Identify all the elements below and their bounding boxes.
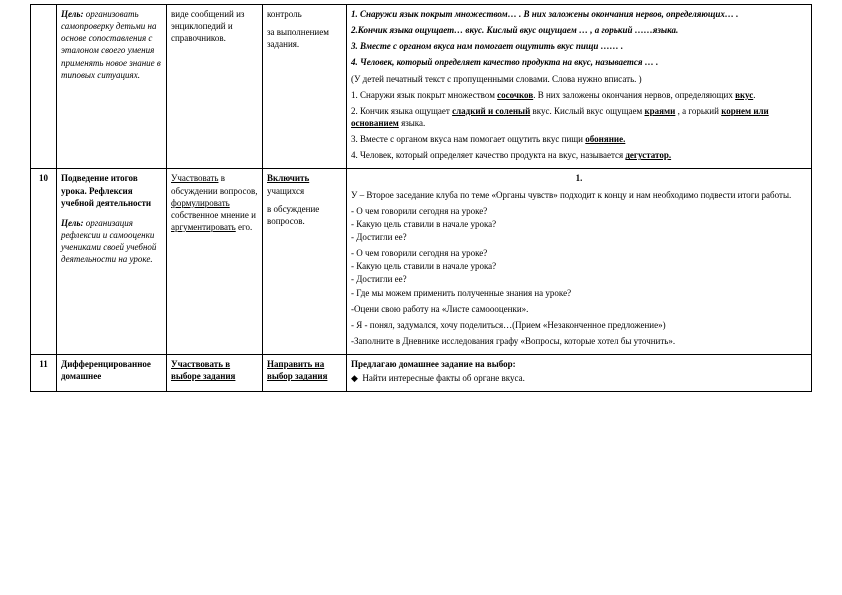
content-cell: Предлагаю домашнее задание на выбор: ◆ Н… — [347, 355, 812, 392]
text: - Какую цель ставили в начале урока? — [351, 260, 807, 272]
text: У – Второе заседание клуба по теме «Орга… — [351, 189, 807, 201]
stage-title: Дифференцированное домашнее — [61, 358, 162, 382]
text: 4. Человек, который определяет качество … — [351, 56, 807, 68]
goal-label: Цель: — [61, 218, 84, 228]
text: за выполнением задания. — [267, 27, 329, 49]
row-number: 10 — [31, 169, 57, 355]
teacher-activity-cell: Направить на выбор задания — [263, 355, 347, 392]
teacher-activity-cell: контроль за выполнением задания. — [263, 5, 347, 169]
text: Участвовать в обсуждении вопросов, форму… — [171, 172, 258, 233]
text: 4. Человек, который определяет качество … — [351, 149, 807, 161]
stage-cell: Подведение итогов урока. Рефлексия учебн… — [57, 169, 167, 355]
student-activity-cell: Участвовать в выборе задания — [167, 355, 263, 392]
text: - Какую цель ставили в начале урока? — [351, 218, 807, 230]
student-activity-cell: Участвовать в обсуждении вопросов, форму… — [167, 169, 263, 355]
text: 1. Снаружи язык покрыт множеством сосочк… — [351, 89, 807, 101]
table-row: Цель: организовать самопроверку детьми н… — [31, 5, 812, 169]
content-cell: 1. У – Второе заседание клуба по теме «О… — [347, 169, 812, 355]
text: 1. Снаружи язык покрыт множеством… . В н… — [351, 8, 807, 20]
text: виде сообщений из энциклопедий и справоч… — [171, 8, 258, 44]
text: в обсуждение вопросов. — [267, 203, 342, 227]
stage-cell: Цель: организовать самопроверку детьми н… — [57, 5, 167, 169]
text: 3. Вместе с органом вкуса нам помогает о… — [351, 40, 807, 52]
text: (У детей печатный текст с пропущенными с… — [351, 73, 807, 85]
text: ◆ Найти интересные факты об органе вкуса… — [351, 372, 807, 384]
text: - Я - понял, задумался, хочу поделиться…… — [351, 319, 807, 331]
text: -Оцени свою работу на «Листе самоооценки… — [351, 303, 807, 315]
goal-body: организовать самопроверку детьми на осно… — [61, 9, 161, 80]
table-row: 11 Дифференцированное домашнее Участвова… — [31, 355, 812, 392]
stage-cell: Дифференцированное домашнее — [57, 355, 167, 392]
student-activity-cell: виде сообщений из энциклопедий и справоч… — [167, 5, 263, 169]
text: 2.Кончик языка ощущает… вкус. Кислый вку… — [351, 24, 807, 36]
bullet-icon: ◆ — [351, 373, 358, 383]
text: - О чем говорили сегодня на уроке? — [351, 205, 807, 217]
goal-label: Цель: — [61, 9, 84, 19]
text: - Достигли ее? — [351, 231, 807, 243]
stage-title: Подведение итогов урока. Рефлексия учебн… — [61, 172, 162, 208]
row-number — [31, 5, 57, 169]
text: - Где мы можем применить полученные знан… — [351, 287, 807, 299]
row-number: 11 — [31, 355, 57, 392]
table-row: 10 Подведение итогов урока. Рефлексия уч… — [31, 169, 812, 355]
text: Включить учащихся — [267, 172, 342, 196]
text: Предлагаю домашнее задание на выбор: — [351, 358, 807, 370]
text: Направить на выбор задания — [267, 358, 342, 382]
text: - О чем говорили сегодня на уроке? — [351, 247, 807, 259]
text: 2. Кончик языка ощущает сладкий и солены… — [351, 105, 807, 129]
lesson-plan-table: Цель: организовать самопроверку детьми н… — [30, 4, 812, 392]
text: контроль — [267, 9, 302, 19]
text: -Заполните в Дневнике исследования графу… — [351, 335, 807, 347]
content-cell: 1. Снаружи язык покрыт множеством… . В н… — [347, 5, 812, 169]
text: Участвовать в выборе задания — [171, 358, 258, 382]
section-number: 1. — [351, 172, 807, 184]
text: 3. Вместе с органом вкуса нам помогает о… — [351, 133, 807, 145]
text: - Достигли ее? — [351, 273, 807, 285]
teacher-activity-cell: Включить учащихся в обсуждение вопросов. — [263, 169, 347, 355]
